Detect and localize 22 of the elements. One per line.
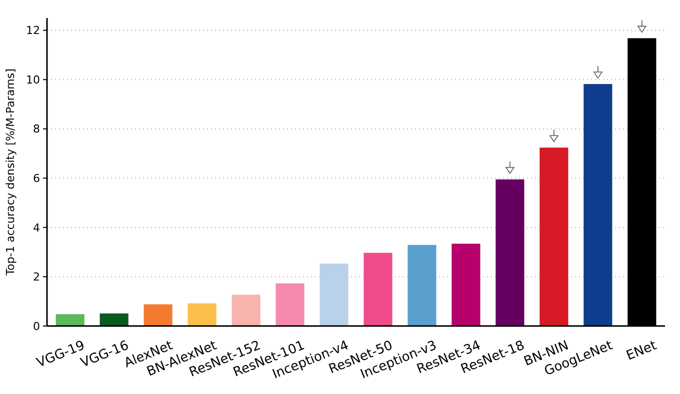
- bar: [540, 148, 568, 326]
- bar: [144, 304, 172, 326]
- bar: [56, 314, 84, 326]
- bar: [452, 244, 480, 326]
- bar: [408, 244, 436, 326]
- bar: [496, 179, 524, 326]
- bar: [320, 264, 348, 326]
- y-axis-title: Top-1 accuracy density [%/M-Params]: [4, 68, 17, 276]
- y-tick-label: 4: [33, 221, 40, 234]
- y-tick-label: 8: [33, 122, 40, 136]
- bar: [100, 313, 128, 326]
- bar: [276, 283, 304, 326]
- y-tick-label: 10: [26, 73, 40, 86]
- y-tick-label: 6: [33, 172, 40, 186]
- y-tick-label: 2: [33, 270, 40, 284]
- bar: [584, 84, 612, 326]
- y-tick-label: 12: [26, 24, 40, 38]
- y-tick-label: 0: [33, 320, 40, 333]
- bar: [188, 303, 216, 326]
- bar: [364, 252, 392, 326]
- x-tick-label: ENet: [624, 338, 659, 364]
- bar: [232, 294, 260, 326]
